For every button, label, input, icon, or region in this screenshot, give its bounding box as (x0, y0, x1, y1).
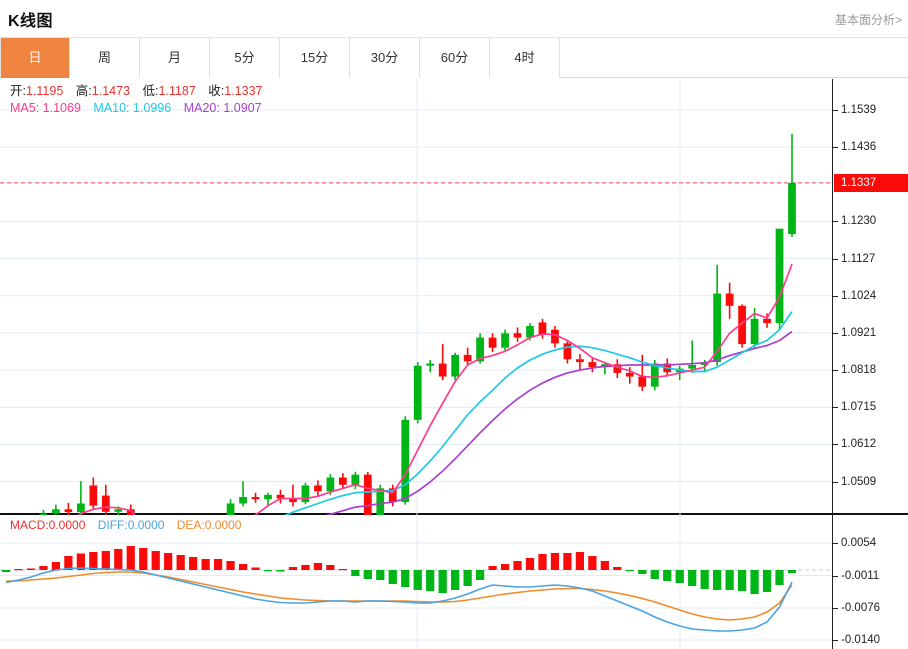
kline-chart[interactable]: 开:1.1195 高:1.1473 低:1.1187 收:1.1337 MA5:… (0, 79, 908, 649)
tab-30min[interactable]: 30分 (350, 38, 420, 78)
tab-day[interactable]: 日 (0, 38, 70, 78)
price-axis-label: 1.1024 (841, 289, 877, 302)
macd-axis: 0.0054 -0.0011 -0.0076 -0.0140 (832, 515, 908, 649)
macd-axis-label: -0.0011 (841, 569, 880, 582)
macd-plot[interactable] (0, 515, 832, 649)
macd-axis-tick (833, 608, 838, 609)
price-axis-label: 1.1230 (841, 215, 877, 228)
macd-axis-tick (833, 575, 838, 577)
price-axis-label: 1.1127 (841, 252, 876, 265)
price-axis-label: 1.0818 (841, 364, 877, 377)
macd-axis-label: -0.0140 (841, 634, 881, 646)
price-axis-tick (833, 221, 838, 223)
tab-15min[interactable]: 15分 (280, 38, 350, 78)
price-axis-label: 1.0715 (841, 401, 877, 414)
price-axis-label: 1.0921 (841, 326, 877, 339)
price-axis-tick (833, 258, 838, 260)
tab-month[interactable]: 月 (140, 38, 210, 78)
page-header: K线图 基本面分析> (0, 0, 908, 38)
price-axis: 1.1539 1.1436 1.1337 1.1230 1.1127 1.1024 1.09… (832, 79, 908, 599)
price-axis-tick (833, 295, 838, 297)
price-axis-tick (833, 332, 838, 334)
tab-5min[interactable]: 5分 (210, 38, 280, 78)
macd-axis-tick (833, 543, 838, 544)
macd-axis-tick (833, 640, 838, 641)
tab-4hour[interactable]: 4时 (490, 38, 560, 78)
tab-60min[interactable]: 60分 (420, 38, 490, 78)
price-axis-tick (833, 481, 838, 483)
price-axis-tick (833, 407, 838, 409)
macd-pane[interactable]: MACD:0.0000 DIFF:0.0000 DEA:0.0000 0.005… (0, 515, 908, 649)
macd-axis-label: 0.0054 (841, 537, 877, 549)
timeframe-tabbar: 日 周 月 5分 15分 30分 60分 4时 (0, 38, 908, 78)
tabbar-filler (560, 38, 908, 77)
fundamental-analysis-link[interactable]: 基本面分析> (834, 13, 902, 27)
price-axis-label: 1.0509 (841, 475, 877, 488)
price-pane[interactable]: 开:1.1195 高:1.1473 低:1.1187 收:1.1337 MA5:… (0, 79, 908, 599)
macd-axis-label: -0.0076 (841, 602, 881, 614)
price-axis-label: 1.1436 (841, 141, 877, 154)
price-axis-tick (833, 147, 838, 149)
price-axis-tick (833, 370, 838, 372)
current-price-badge: 1.1337 (834, 173, 908, 192)
price-axis-label: 1.0612 (841, 438, 877, 451)
price-axis-tick (833, 110, 838, 111)
price-plot[interactable] (0, 79, 832, 515)
price-axis-tick (833, 444, 838, 446)
tab-week[interactable]: 周 (70, 38, 140, 78)
page-title: K线图 (8, 13, 54, 30)
price-axis-label: 1.1539 (841, 104, 877, 116)
